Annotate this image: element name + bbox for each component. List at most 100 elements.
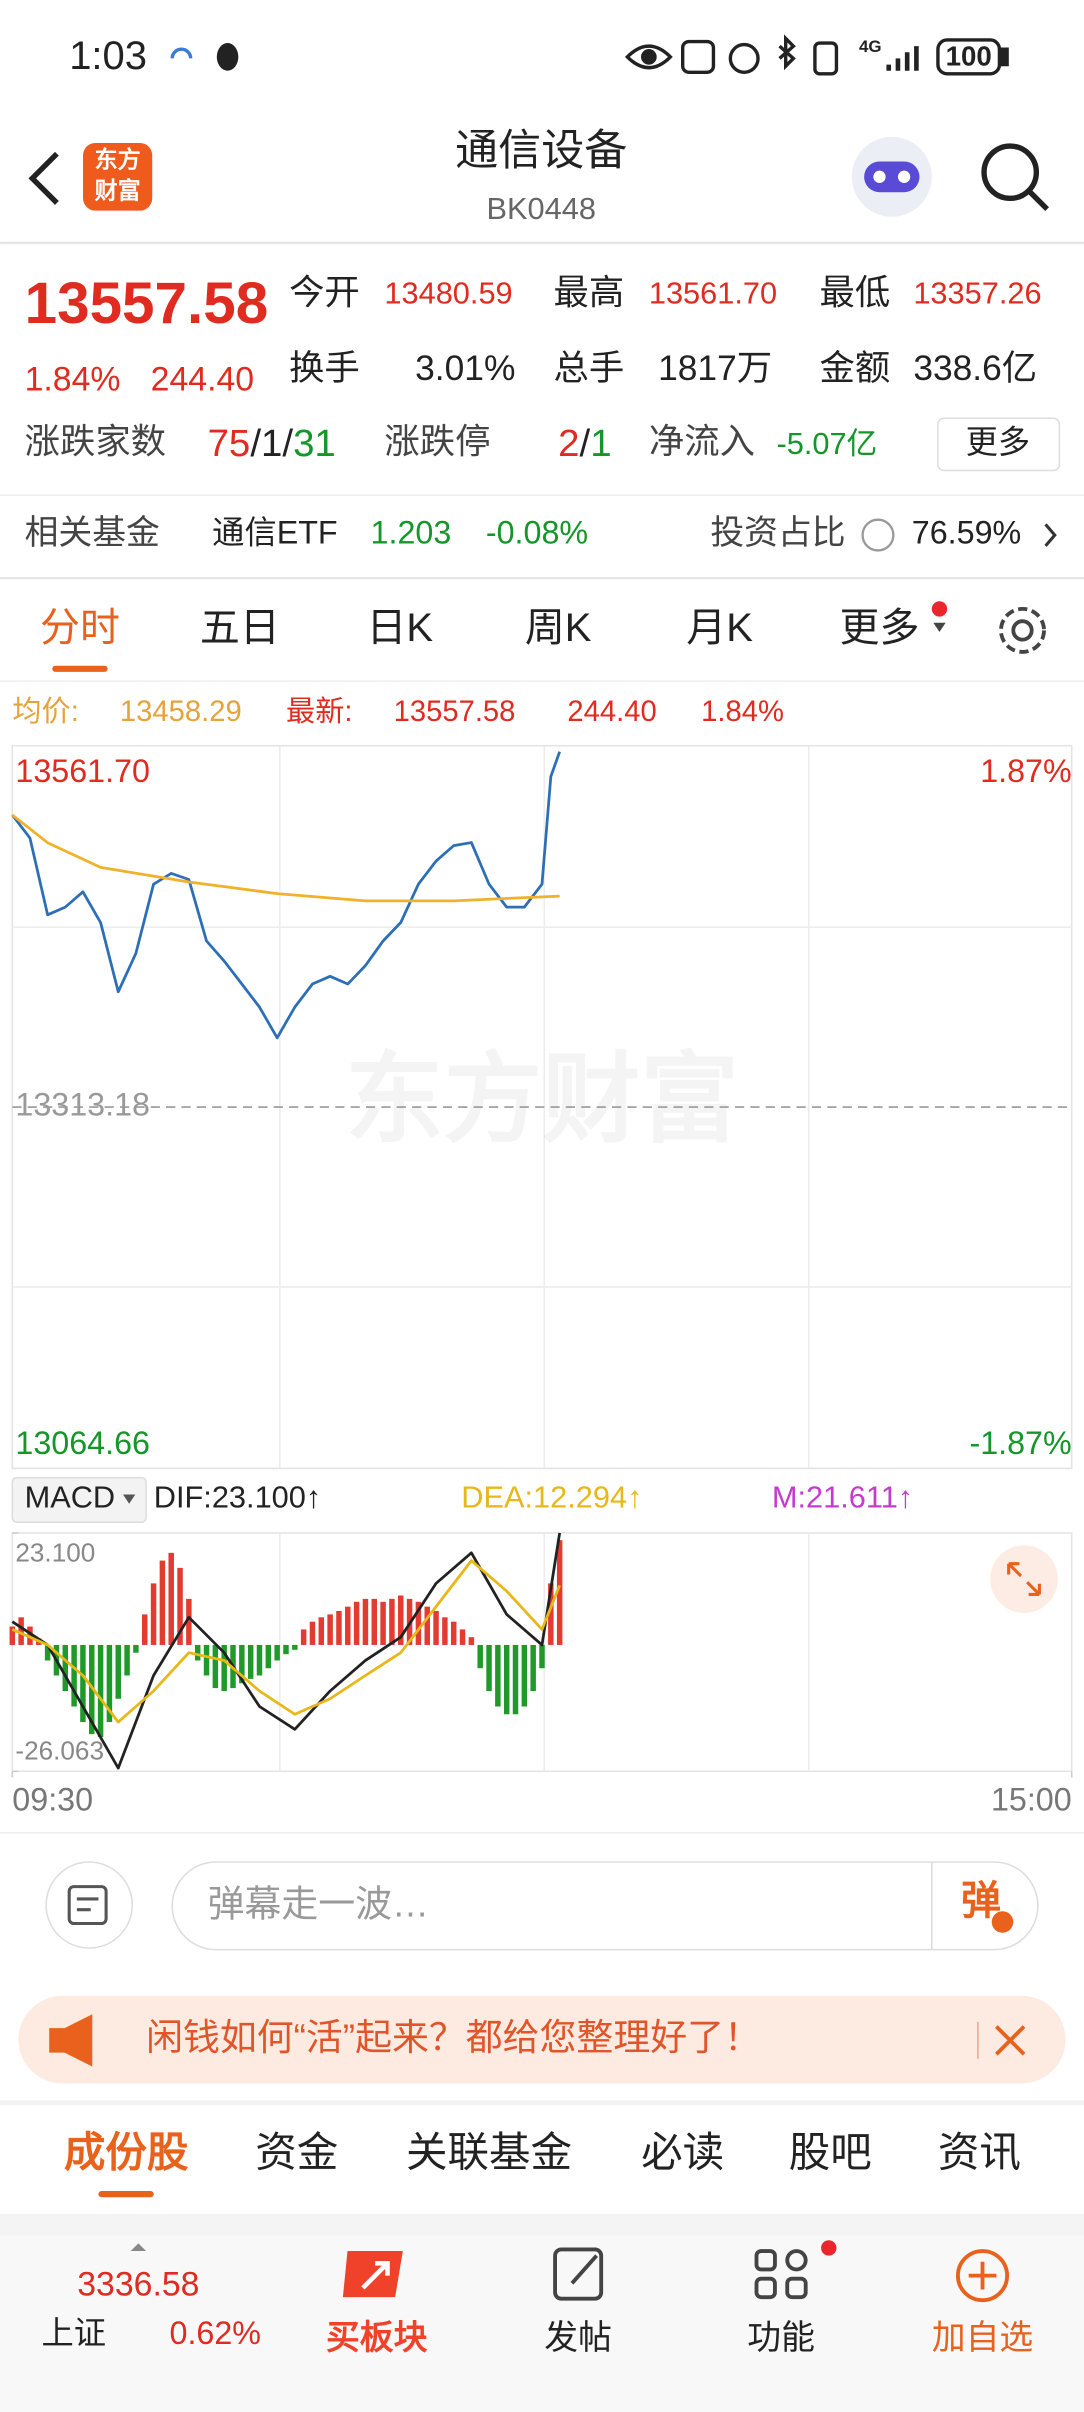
nav-item[interactable]: 买板块 <box>326 2319 428 2357</box>
chart-tab[interactable]: 日K <box>366 606 433 650</box>
index-name[interactable]: 上证 <box>42 2315 107 2351</box>
avg-value: 13458.29 <box>120 696 242 728</box>
section-tab[interactable]: 必读 <box>641 2129 724 2176</box>
macd-bar <box>89 1644 95 1735</box>
fund-change: -0.08% <box>486 515 588 551</box>
field-value: 13480.59 <box>384 275 512 310</box>
field-label: 今开 <box>289 274 360 313</box>
banner-text[interactable]: 闲钱如何“活”起来？都给您整理好了！ <box>146 2017 761 2058</box>
help-icon[interactable] <box>861 518 895 552</box>
nav-item[interactable]: 加自选 <box>932 2319 1033 2357</box>
macd-bar <box>345 1606 351 1645</box>
danmaku-button[interactable]: 弹 <box>961 1879 1001 1923</box>
macd-bar <box>398 1595 404 1645</box>
macd-bar <box>265 1644 272 1669</box>
y-tick-label: 13064.66 <box>15 1425 150 1461</box>
badge <box>991 1911 1014 1933</box>
field-label: 相关基金 <box>25 514 160 552</box>
field-value: 13357.26 <box>913 275 1041 310</box>
field-label: 金额 <box>820 349 891 388</box>
chart-tab[interactable]: 分时 <box>40 606 120 650</box>
macd-bar <box>44 1644 51 1661</box>
change: 244.40 <box>151 360 254 398</box>
banner[interactable] <box>18 1995 1066 2084</box>
network-label: 4G <box>859 37 882 56</box>
macd-bar <box>433 1611 439 1645</box>
search-button[interactable] <box>981 143 1049 212</box>
chart-tab[interactable]: 周K <box>525 606 592 650</box>
danmaku-settings[interactable] <box>45 1861 134 1949</box>
chart-tab[interactable]: 更多 <box>840 606 920 650</box>
text-run: 2 <box>558 422 579 465</box>
settings-button[interactable] <box>999 606 1046 654</box>
macd-bar <box>247 1644 254 1679</box>
field-value: 1817万 <box>658 349 772 388</box>
macd-bar <box>318 1617 325 1645</box>
macd-bar <box>177 1567 183 1645</box>
back-button[interactable] <box>28 151 59 205</box>
macd-bar <box>442 1617 448 1645</box>
macd-bar <box>239 1644 245 1684</box>
legend-entry: DIF:23.100↑ <box>154 1479 322 1514</box>
macd-bar <box>80 1644 86 1723</box>
indicator-select[interactable] <box>11 1476 147 1523</box>
macd-bar <box>512 1644 519 1715</box>
macd-bar <box>477 1644 483 1669</box>
section-tab[interactable]: 资讯 <box>938 2129 1021 2176</box>
comment-input[interactable] <box>171 1861 1039 1951</box>
dif-line <box>11 1532 562 1770</box>
macd-bar <box>327 1614 333 1645</box>
field-label: 净流入 <box>649 423 755 462</box>
section-tab[interactable]: 成份股 <box>64 2129 189 2176</box>
macd-bar <box>300 1629 307 1645</box>
section-tab[interactable]: 关联基金 <box>406 2129 572 2176</box>
macd-bar <box>133 1644 139 1653</box>
y-tick-label: -26.063 <box>15 1736 104 1766</box>
indicator-label[interactable]: MACD <box>25 1479 116 1514</box>
y-tick-label: 13561.70 <box>15 753 150 789</box>
more-button[interactable] <box>937 417 1061 472</box>
divider <box>0 2214 1084 2236</box>
macd-bar <box>124 1644 130 1676</box>
dea-line <box>11 1559 561 1724</box>
tab-underline <box>52 665 108 672</box>
last-label: 最新: <box>286 695 353 728</box>
macd-bar <box>530 1644 536 1691</box>
index-pct[interactable]: 0.62% <box>170 2315 262 2351</box>
field-label: 涨跌停 <box>384 423 490 462</box>
macd-bar <box>539 1644 545 1669</box>
macd-bar <box>97 1644 104 1738</box>
legend-entry: M:21.611↑ <box>772 1479 913 1514</box>
expand-button[interactable] <box>990 1545 1058 1613</box>
chart-tab[interactable]: 月K <box>686 606 753 650</box>
section-tab[interactable]: 股吧 <box>789 2129 872 2176</box>
macd-bar <box>168 1552 174 1645</box>
section-tab[interactable]: 资金 <box>255 2129 338 2176</box>
dropdown-icon <box>123 1494 136 1504</box>
macd-bar <box>18 1617 24 1645</box>
chart-tab[interactable]: 五日 <box>200 606 280 650</box>
function-icon <box>754 2249 808 2300</box>
status-time: 1:03 <box>69 34 147 78</box>
field-value: 338.6亿 <box>913 349 1037 388</box>
nav-item[interactable]: 发帖 <box>544 2319 612 2357</box>
text-run: / <box>282 422 293 465</box>
avg-line <box>11 813 560 903</box>
text-run: 31 <box>293 422 336 465</box>
index-value[interactable]: 3336.58 <box>77 2265 199 2303</box>
field-label: 总手 <box>554 349 625 388</box>
macd-bar <box>106 1644 113 1723</box>
buy-sector-icon <box>342 2251 403 2298</box>
field-label: 涨跌家数 <box>25 423 166 462</box>
status-icons <box>170 34 1009 76</box>
macd-bar <box>486 1644 492 1691</box>
close-button[interactable] <box>994 2025 1026 2056</box>
macd-bar <box>9 1626 16 1645</box>
more-button-label[interactable]: 更多 <box>966 424 1031 460</box>
nav-item[interactable]: 功能 <box>747 2319 815 2357</box>
macd-bar <box>150 1583 157 1645</box>
macd-bar <box>353 1601 360 1645</box>
badge-dot <box>821 2240 837 2256</box>
